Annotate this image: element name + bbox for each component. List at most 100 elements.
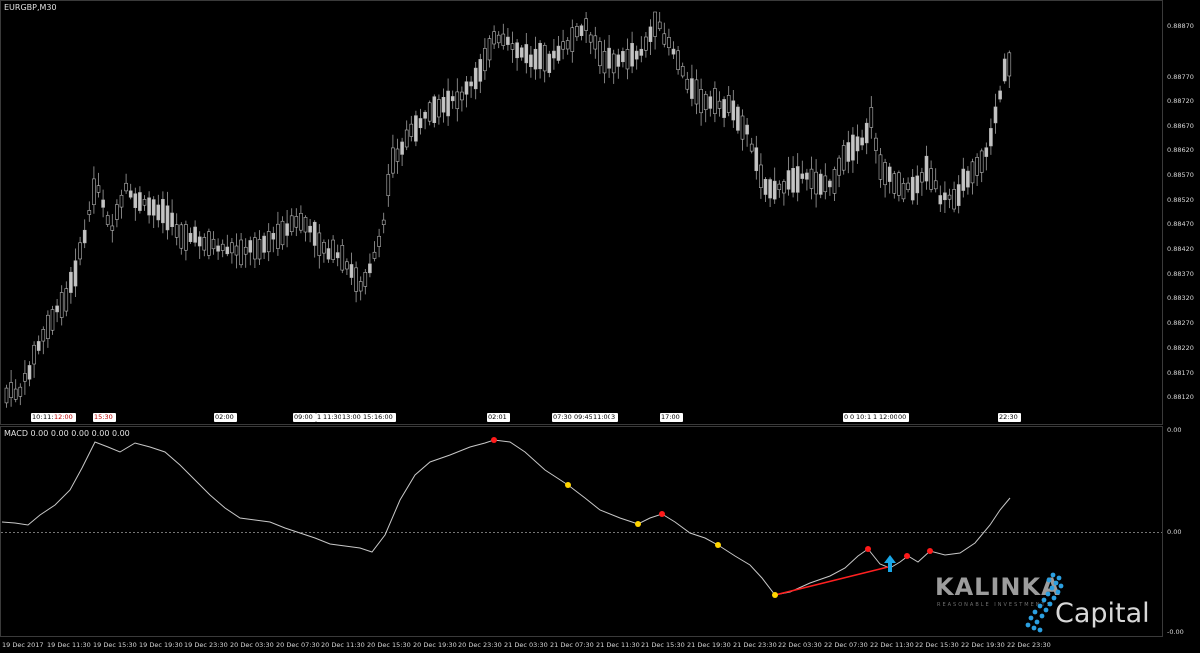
event-flag[interactable]: 02:01 [487,413,510,422]
time-tick: 19 Dec 23:30 [184,641,228,649]
candle-body [634,50,639,60]
candle-body [368,263,372,274]
candle-body [193,226,197,243]
event-flag[interactable]: 17:00 [660,413,683,422]
event-flag[interactable]: 11:00 [592,413,615,422]
candle-body [874,137,878,151]
candle-body [759,164,763,188]
event-flag[interactable]: 12:00 [878,413,901,422]
candle-body [621,51,625,63]
event-flag[interactable]: 12:00 [53,413,76,422]
candle-body [676,50,680,70]
candle-body [450,96,455,102]
event-flag[interactable]: 1 [872,413,881,422]
event-flag[interactable]: 11: [42,413,57,422]
event-flag[interactable]: 02:00 [214,413,237,422]
event-flag[interactable]: 07:30 [552,413,575,422]
event-flag[interactable]: 00 [897,413,910,422]
candle-body [662,33,667,45]
candle-body [565,40,570,50]
candle-body [703,93,708,111]
price-tick: 0.88670 [1167,122,1194,130]
candle-body [322,242,326,254]
candle-body [207,231,211,256]
price-tick: 0.88520 [1167,196,1194,204]
logo-word: Capital [1055,598,1150,629]
time-tick: 21 Dec 23:30 [733,641,777,649]
event-flag[interactable]: 3 [610,413,619,422]
candle-body [381,219,386,225]
event-flag[interactable]: 13:00 [341,413,364,422]
event-flag[interactable]: 09:45 [573,413,596,422]
price-tick: 0.88720 [1167,97,1194,105]
candle-body [335,252,340,259]
candle-body [823,175,828,193]
event-flag[interactable]: 11:30 [322,413,345,422]
event-flag[interactable]: 22:30 [998,413,1021,422]
event-flag[interactable]: 09:00 [293,413,316,422]
symbol-title: EURGBP,M30 [4,3,57,12]
candle-body [69,271,73,293]
time-tick: 22 Dec 23:30 [1007,641,1051,649]
candle-body [984,147,989,157]
event-flag[interactable]: 0 [849,413,858,422]
time-tick: 22 Dec 19:30 [961,641,1005,649]
candle-body [312,221,317,246]
signal-dot-red [927,548,933,554]
candle-body [220,243,225,251]
candle-body [96,185,101,193]
candle-body [151,199,156,216]
candle-body [791,168,795,193]
candle-body [257,239,262,260]
candle-body [947,194,952,200]
event-flag[interactable]: 10: [31,413,46,422]
candle-body [27,365,32,380]
time-tick: 21 Dec 07:30 [550,641,594,649]
candle-body [749,143,754,152]
event-flag[interactable]: 16:00 [373,413,396,422]
candle-body [101,199,105,208]
candle-body [533,48,538,70]
event-flag[interactable]: 15:30 [93,413,116,422]
candle-body [386,174,391,196]
price-tick: 0.88620 [1167,146,1194,154]
candle-body [248,240,253,253]
candle-body [294,216,299,228]
candle-body [225,246,230,255]
macd-tick: 0.00 [1167,426,1182,434]
candle-body [708,96,713,109]
event-flag[interactable]: 10: [855,413,870,422]
candle-body [460,91,464,101]
signal-dot-red [904,553,910,559]
candle-body [864,122,869,144]
event-flag[interactable]: 0 [843,413,852,422]
time-tick: 20 Dec 11:30 [321,641,365,649]
time-tick: 19 Dec 2017 [2,641,44,649]
candle-body [13,388,18,400]
candle-body [828,180,832,188]
event-flag[interactable]: 1 [866,413,875,422]
candle-body [326,248,331,260]
candle-body [161,199,165,224]
candle-body [611,53,616,74]
signal-dot-yellow [565,482,571,488]
macd-tick: 0.00 [1167,528,1182,536]
candle-body [59,292,64,318]
candle-body [55,305,59,313]
candle-body [837,157,841,176]
logo-brand: KALINKA [935,573,1061,601]
candlestick-series [4,11,1012,408]
candle-body [883,162,887,186]
candle-body [832,169,837,194]
time-tick: 22 Dec 03:30 [778,641,822,649]
candle-body [23,373,27,382]
time-tick: 19 Dec 15:30 [93,641,137,649]
time-tick: 20 Dec 19:30 [413,641,457,649]
candle-body [423,111,427,119]
event-flag[interactable]: 1 [316,413,325,422]
event-flag[interactable]: 15: [362,413,377,422]
candle-body [303,217,308,233]
candle-body [782,181,786,194]
price-tick: 0.88870 [1167,22,1194,30]
